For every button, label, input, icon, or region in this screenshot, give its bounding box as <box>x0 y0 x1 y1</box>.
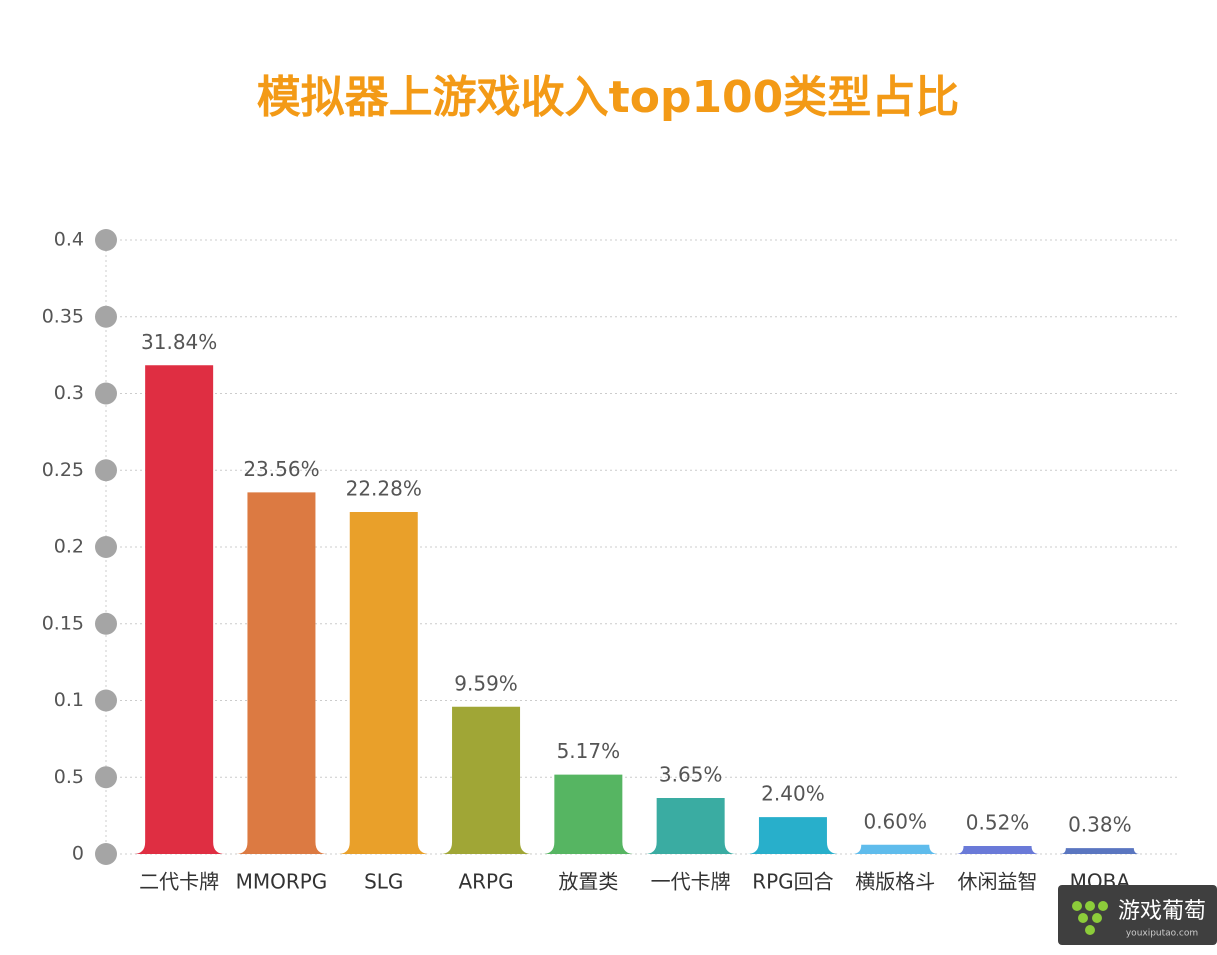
value-label: 0.38% <box>1068 813 1132 837</box>
watermark-logo <box>1072 901 1108 935</box>
value-label: 23.56% <box>243 457 319 481</box>
y-tick-label: 0.4 <box>54 229 84 251</box>
tick-dot <box>95 382 117 405</box>
value-label: 31.84% <box>141 330 217 354</box>
y-tick-label: 0.2 <box>54 536 84 558</box>
value-label: 0.52% <box>966 811 1030 835</box>
bar <box>644 797 737 854</box>
y-tick-label: 0.3 <box>54 382 84 404</box>
x-tick-label: SLG <box>364 870 403 894</box>
y-tick-label: 0.1 <box>54 689 84 711</box>
bar <box>746 817 839 854</box>
y-tick-label: 0 <box>72 843 84 865</box>
tick-dot <box>95 766 117 789</box>
watermark-box <box>1058 885 1217 945</box>
tick-dot <box>95 229 117 251</box>
y-tick-label: 0.15 <box>42 612 84 634</box>
y-tick-label: 0.35 <box>42 305 84 327</box>
bar <box>955 846 1040 854</box>
x-tick-label: ARPG <box>458 870 513 894</box>
x-tick-label: 放置类 <box>558 870 618 894</box>
bar <box>337 512 430 854</box>
tick-dot <box>95 536 117 558</box>
chart-title: 模拟器上游戏收入top100类型占比 <box>257 72 960 123</box>
bar <box>133 365 226 854</box>
bar <box>440 706 533 854</box>
y-tick-label: 0.5 <box>54 766 84 788</box>
value-label: 0.60% <box>863 809 927 833</box>
bar <box>852 844 939 854</box>
bar <box>542 774 635 854</box>
value-label: 2.40% <box>761 782 825 806</box>
value-label: 3.65% <box>659 762 723 786</box>
watermark: 游戏葡萄 youxiputao.com <box>1058 885 1217 945</box>
value-label: 5.17% <box>557 739 621 763</box>
value-label: 22.28% <box>346 477 422 501</box>
x-tick-label: 二代卡牌 <box>139 870 219 894</box>
watermark-url: youxiputao.com <box>1126 929 1198 939</box>
y-tick-label: 0.25 <box>42 459 84 481</box>
bar <box>235 492 328 854</box>
bar <box>1060 848 1140 854</box>
x-tick-label: RPG回合 <box>752 870 833 894</box>
tick-dot <box>95 459 117 482</box>
x-tick-label: 一代卡牌 <box>651 870 731 894</box>
x-tick-label: MMORPG <box>236 870 328 894</box>
tick-dot <box>95 612 117 635</box>
x-tick-label: 横版格斗 <box>855 870 935 894</box>
tick-dot <box>95 843 117 865</box>
tick-dot <box>95 689 117 712</box>
value-label: 9.59% <box>454 671 518 695</box>
tick-dot <box>95 305 117 328</box>
watermark-name: 游戏葡萄 <box>1118 899 1206 924</box>
x-tick-label: 休闲益智 <box>958 870 1038 894</box>
